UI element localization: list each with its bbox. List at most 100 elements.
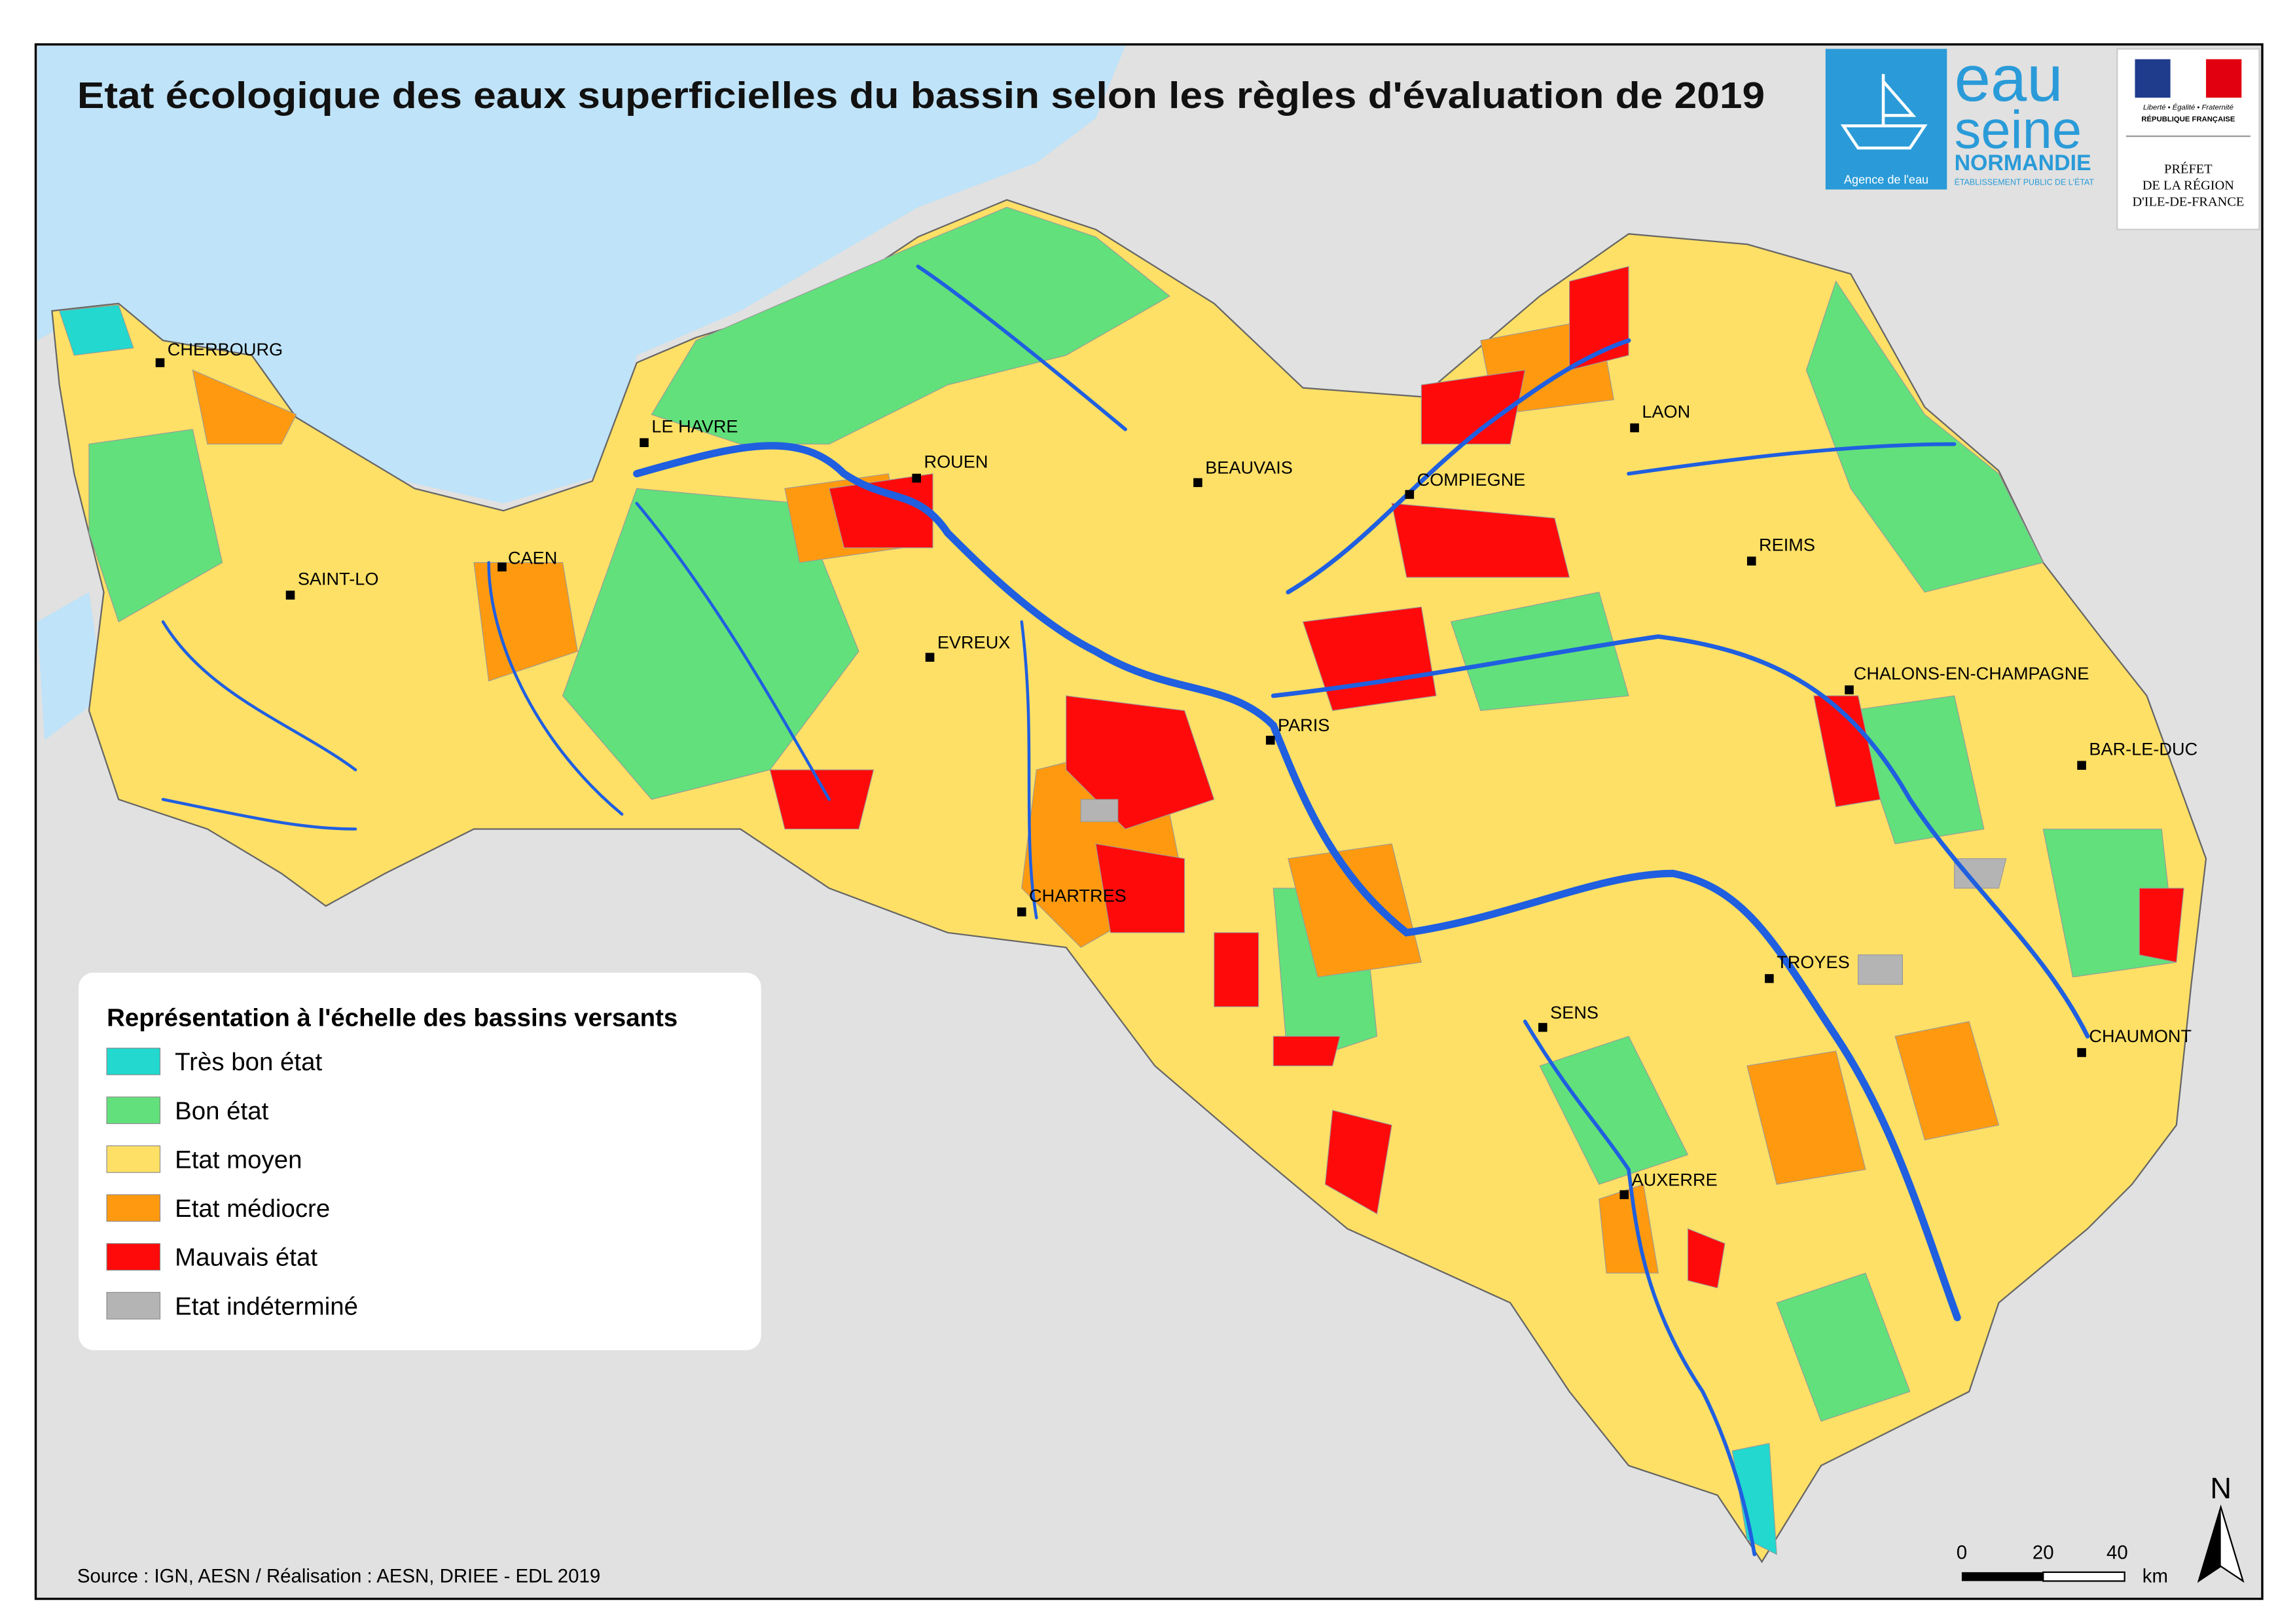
sea bbox=[37, 46, 1126, 503]
city: TROYES bbox=[1765, 952, 1850, 983]
city-label: COMPIEGNE bbox=[1417, 469, 1526, 490]
river-seine bbox=[633, 442, 1961, 1322]
river-aisne bbox=[1627, 442, 1957, 476]
catchment bbox=[829, 473, 933, 549]
catchment bbox=[1539, 1036, 1689, 1185]
logo-text: RÉPUBLIQUE FRANÇAISE bbox=[2141, 115, 2235, 123]
legend-label: Etat indéterminé bbox=[175, 1292, 358, 1320]
catchment bbox=[88, 429, 223, 623]
logo-boat bbox=[1840, 74, 1928, 150]
north-arrow: N bbox=[2197, 1471, 2245, 1583]
logo-text: Liberté • Égalité • Fraternité bbox=[2143, 103, 2233, 111]
city-label: LE HAVRE bbox=[651, 416, 738, 436]
catchment bbox=[58, 304, 134, 356]
flag bbox=[2135, 59, 2171, 98]
city: AUXERRE bbox=[1619, 1170, 1718, 1199]
city-label: ROUEN bbox=[924, 452, 988, 472]
city: LAON bbox=[1630, 401, 1690, 433]
city-label: PARIS bbox=[1278, 715, 1329, 735]
logo-text: D'ILE-DE-FRANCE bbox=[2132, 194, 2244, 209]
city: CHERBOURG bbox=[155, 339, 283, 367]
city-label: EVREUX bbox=[937, 632, 1011, 653]
city: SENS bbox=[1538, 1002, 1599, 1032]
scale-label: 40 bbox=[2106, 1542, 2128, 1563]
catchment bbox=[769, 769, 875, 830]
logo-text: NORMANDIE bbox=[1955, 151, 2091, 175]
rivers bbox=[161, 264, 2090, 1557]
city-label: SENS bbox=[1550, 1002, 1599, 1022]
catchment bbox=[1080, 799, 1119, 822]
cities: CHERBOURG LE HAVRE ROUEN BEAUVAIS COMPIE… bbox=[155, 339, 2197, 1199]
city: LE HAVRE bbox=[640, 416, 738, 448]
river-oise bbox=[1286, 338, 1631, 595]
catchment bbox=[1858, 954, 1903, 985]
logo-box bbox=[1825, 48, 1947, 190]
city: BEAUVAIS bbox=[1193, 458, 1293, 488]
source: Source : IGN, AESN / Réalisation : AESN,… bbox=[77, 1566, 600, 1587]
catchment bbox=[1746, 1051, 1866, 1185]
logo-text: eau bbox=[1955, 43, 2063, 115]
logo-agence: Agence de l'eau eau seine NORMANDIE ÉTAB… bbox=[1825, 43, 2094, 190]
legend-label: Bon état bbox=[175, 1097, 269, 1125]
city-label: AUXERRE bbox=[1632, 1170, 1718, 1190]
catchment bbox=[1954, 858, 2007, 889]
scale-bar: 0 20 40 km bbox=[1957, 1542, 2168, 1587]
city: CAEN bbox=[497, 548, 557, 571]
scale-label: 0 bbox=[1957, 1542, 1967, 1563]
city: SAINT-LO bbox=[285, 568, 379, 600]
river bbox=[487, 561, 624, 816]
city: REIMS bbox=[1746, 534, 1815, 566]
city-label: BEAUVAIS bbox=[1205, 458, 1293, 478]
city: EVREUX bbox=[925, 632, 1011, 662]
catchment bbox=[1813, 695, 1881, 808]
legend-label: Mauvais état bbox=[175, 1244, 317, 1272]
catchments bbox=[58, 207, 2184, 1555]
catchment bbox=[1687, 1228, 1726, 1289]
logo-text: seine bbox=[1955, 100, 2082, 160]
city-label: CHALONS-EN-CHAMPAGNE bbox=[1854, 663, 2089, 683]
scale-label: 20 bbox=[2033, 1542, 2054, 1563]
city-label: CHAUMONT bbox=[2089, 1026, 2192, 1046]
catchment bbox=[1805, 280, 2044, 593]
legend-box bbox=[79, 972, 761, 1350]
catchment bbox=[1450, 591, 1629, 712]
city-label: CHERBOURG bbox=[168, 339, 283, 359]
city-label: CHARTRES bbox=[1029, 885, 1127, 905]
legend-items: Très bon état Bon état Etat moyen Etat médi… bbox=[106, 1047, 358, 1320]
catchment bbox=[651, 207, 1170, 445]
catchment bbox=[1273, 1036, 1341, 1066]
city: PARIS bbox=[1265, 715, 1329, 745]
catchment bbox=[1731, 1443, 1777, 1555]
catchment bbox=[1894, 1020, 2000, 1141]
flag bbox=[2206, 59, 2242, 98]
river bbox=[1523, 1019, 1631, 1172]
logo-text: PRÉFET bbox=[2164, 162, 2213, 177]
legend-swatch bbox=[106, 1145, 161, 1173]
city: BAR-LE-DUC bbox=[2077, 738, 2197, 770]
catchment bbox=[1776, 1272, 1911, 1422]
catchment bbox=[1302, 606, 1437, 712]
legend: Représentation à l'échelle des bassins v… bbox=[79, 972, 761, 1350]
city-label: TROYES bbox=[1777, 952, 1850, 972]
river-yonne bbox=[1627, 1167, 1757, 1557]
river bbox=[916, 264, 1127, 431]
scale-unit: km bbox=[2142, 1566, 2168, 1587]
city-label: REIMS bbox=[1759, 534, 1815, 554]
catchment bbox=[473, 562, 578, 682]
logo-text: DE LA RÉGION bbox=[2142, 177, 2234, 192]
scale-seg bbox=[1961, 1572, 2044, 1581]
legend-swatch bbox=[106, 1047, 161, 1075]
legend-swatch bbox=[106, 1096, 161, 1125]
city: CHALONS-EN-CHAMPAGNE bbox=[1845, 663, 2089, 695]
catchment bbox=[1420, 369, 1526, 445]
flag bbox=[2170, 59, 2207, 98]
city-label: SAINT-LO bbox=[298, 568, 379, 588]
logo-prefet: Liberté • Égalité • Fraternité RÉPUBLIQU… bbox=[2116, 48, 2260, 230]
city-label: LAON bbox=[1642, 401, 1690, 422]
river bbox=[161, 620, 357, 772]
river-marne bbox=[1271, 634, 2090, 1039]
legend-label: Etat moyen bbox=[175, 1146, 302, 1174]
legend-title: Représentation à l'échelle des bassins v… bbox=[107, 1003, 678, 1032]
catchment bbox=[2139, 888, 2184, 963]
